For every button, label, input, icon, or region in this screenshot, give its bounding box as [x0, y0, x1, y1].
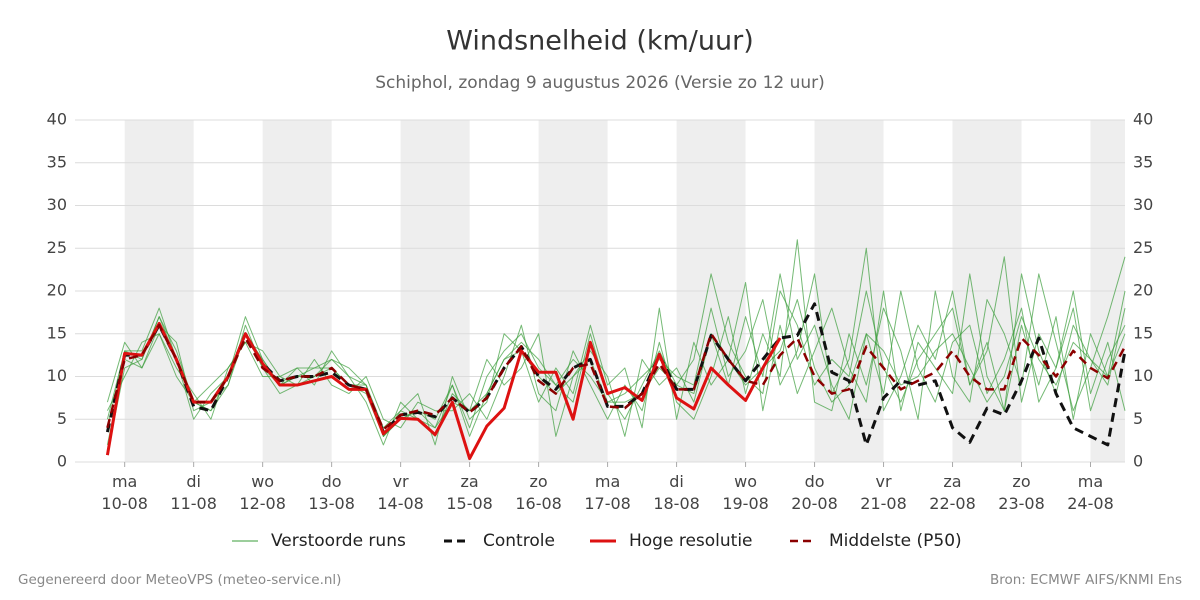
y-tick-label: 5	[57, 409, 67, 428]
x-tick-label: di 11-08	[170, 472, 217, 513]
y2-tick-label: 30	[1133, 195, 1153, 214]
y2-tick-label: 5	[1133, 409, 1143, 428]
x-tick-label: zo 16-08	[515, 472, 562, 513]
y2-tick-label: 40	[1133, 110, 1153, 129]
legend-label: Middelste (P50)	[829, 531, 962, 551]
x-tick-label: ma 17-08	[584, 472, 631, 513]
x-tick-label: vr 21-08	[860, 472, 907, 513]
x-tick-label: ma 10-08	[101, 472, 148, 513]
y-tick-label: 25	[47, 238, 67, 257]
series-line	[105, 321, 782, 461]
x-tick-label: zo 23-08	[998, 472, 1045, 513]
legend-label: Controle	[483, 531, 555, 551]
y-tick-label: 40	[47, 110, 67, 129]
y2-tick-label: 35	[1133, 152, 1153, 171]
member-line	[106, 273, 1126, 446]
plot-area	[75, 119, 1127, 467]
y2-tick-label: 25	[1133, 238, 1153, 257]
chart-title: Windsnelheid (km/uur)	[446, 26, 754, 57]
x-tick-label: wo 19-08	[722, 472, 769, 513]
y-tick-label: 30	[47, 195, 67, 214]
y-tick-label: 10	[47, 366, 67, 385]
x-tick-label: do 20-08	[791, 472, 838, 513]
y2-tick-label: 20	[1133, 281, 1153, 300]
y2-tick-label: 0	[1133, 452, 1143, 471]
y-tick-label: 0	[57, 452, 67, 471]
member-line	[106, 247, 1126, 437]
x-tick-label: do 13-08	[308, 472, 355, 513]
y-tick-label: 15	[47, 323, 67, 342]
x-tick-label: di 18-08	[653, 472, 700, 513]
series-line	[106, 323, 1127, 431]
x-tick-label: za 15-08	[446, 472, 493, 513]
legend-label: Hoge resolutie	[629, 531, 753, 551]
x-tick-label: ma 24-08	[1067, 472, 1114, 513]
y-tick-label: 35	[47, 152, 67, 171]
y-tick-label: 20	[47, 281, 67, 300]
y2-tick-label: 10	[1133, 366, 1153, 385]
footer-left: Gegenereerd door MeteoVPS (meteo-service…	[18, 572, 341, 588]
footer-right: Bron: ECMWF AIFS/KNMI Ens	[990, 572, 1182, 588]
x-tick-label: wo 12-08	[239, 472, 286, 513]
x-tick-label: vr 14-08	[377, 472, 424, 513]
y2-tick-label: 15	[1133, 323, 1153, 342]
chart-subtitle: Schiphol, zondag 9 augustus 2026 (Versie…	[375, 73, 825, 93]
x-tick-label: za 22-08	[929, 472, 976, 513]
legend-label: Verstoorde runs	[271, 531, 406, 551]
